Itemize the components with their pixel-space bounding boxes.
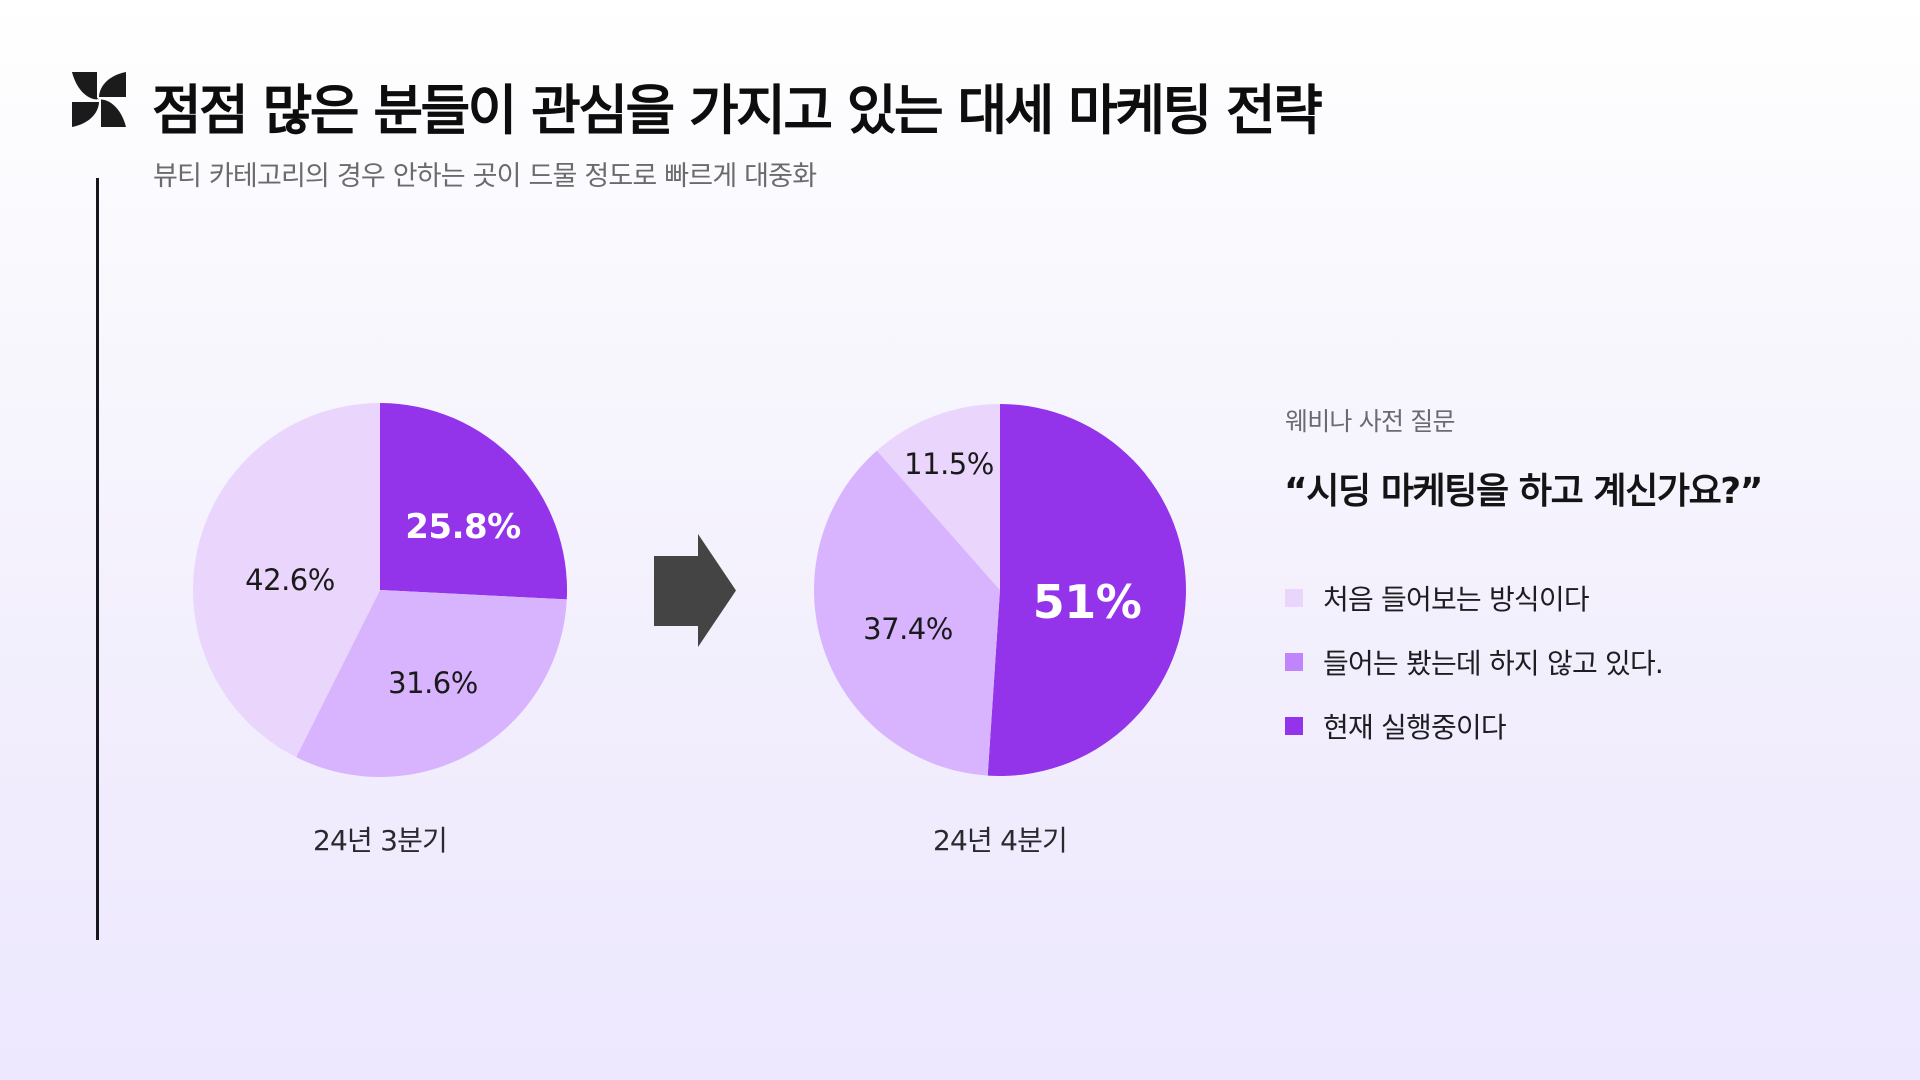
- pie-q4-label-heard: 37.4%: [863, 612, 953, 646]
- legend-swatch-dark: [1285, 717, 1303, 735]
- pie-chart-q4: [814, 404, 1186, 776]
- chart-legend: 처음 들어보는 방식이다 들어는 봤는데 하지 않고 있다. 현재 실행중이다: [1285, 578, 1664, 770]
- pie-chart-q3: [193, 403, 567, 777]
- legend-label: 들어는 봤는데 하지 않고 있다.: [1323, 647, 1664, 680]
- pie-q3-caption: 24년 3분기: [312, 824, 448, 857]
- pie-slice: [193, 403, 380, 758]
- legend-label: 처음 들어보는 방식이다: [1323, 583, 1590, 616]
- side-kicker: 웨비나 사전 질문: [1285, 407, 1456, 436]
- legend-item-current: 현재 실행중이다: [1285, 706, 1663, 746]
- legend-swatch-light: [1285, 589, 1303, 607]
- legend-swatch-mid: [1285, 653, 1303, 671]
- pie-slice: [987, 404, 1186, 776]
- pie-slice: [296, 590, 567, 777]
- legend-item-new: 처음 들어보는 방식이다: [1285, 578, 1663, 618]
- pie-q4-label-new: 11.5%: [904, 447, 994, 481]
- page-subtitle: 뷰티 카테고리의 경우 안하는 곳이 드물 정도로 빠르게 대중화: [153, 161, 817, 192]
- pie-q3-label-current: 25.8%: [405, 507, 521, 547]
- legend-label: 현재 실행중이다: [1323, 711, 1507, 744]
- legend-item-heard: 들어는 봤는데 하지 않고 있다.: [1285, 642, 1664, 682]
- side-question: “시딩 마케팅을 하고 계신가요?”: [1284, 471, 1763, 512]
- pinwheel-logo-icon: [72, 72, 126, 127]
- pie-slice: [876, 404, 1000, 590]
- vertical-divider: [96, 178, 99, 940]
- pie-q3-label-heard: 31.6%: [388, 666, 478, 700]
- pie-slice: [380, 403, 567, 600]
- pie-q3-label-new: 42.6%: [245, 563, 335, 597]
- page-title: 점점 많은 분들이 관심을 가지고 있는 대세 마케팅 전략: [152, 79, 1323, 142]
- pie-q4-caption: 24년 4분기: [932, 824, 1068, 857]
- pie-q4-label-current: 51%: [1032, 575, 1142, 629]
- pie-slice: [814, 450, 1000, 776]
- right-arrow-icon: [654, 534, 736, 647]
